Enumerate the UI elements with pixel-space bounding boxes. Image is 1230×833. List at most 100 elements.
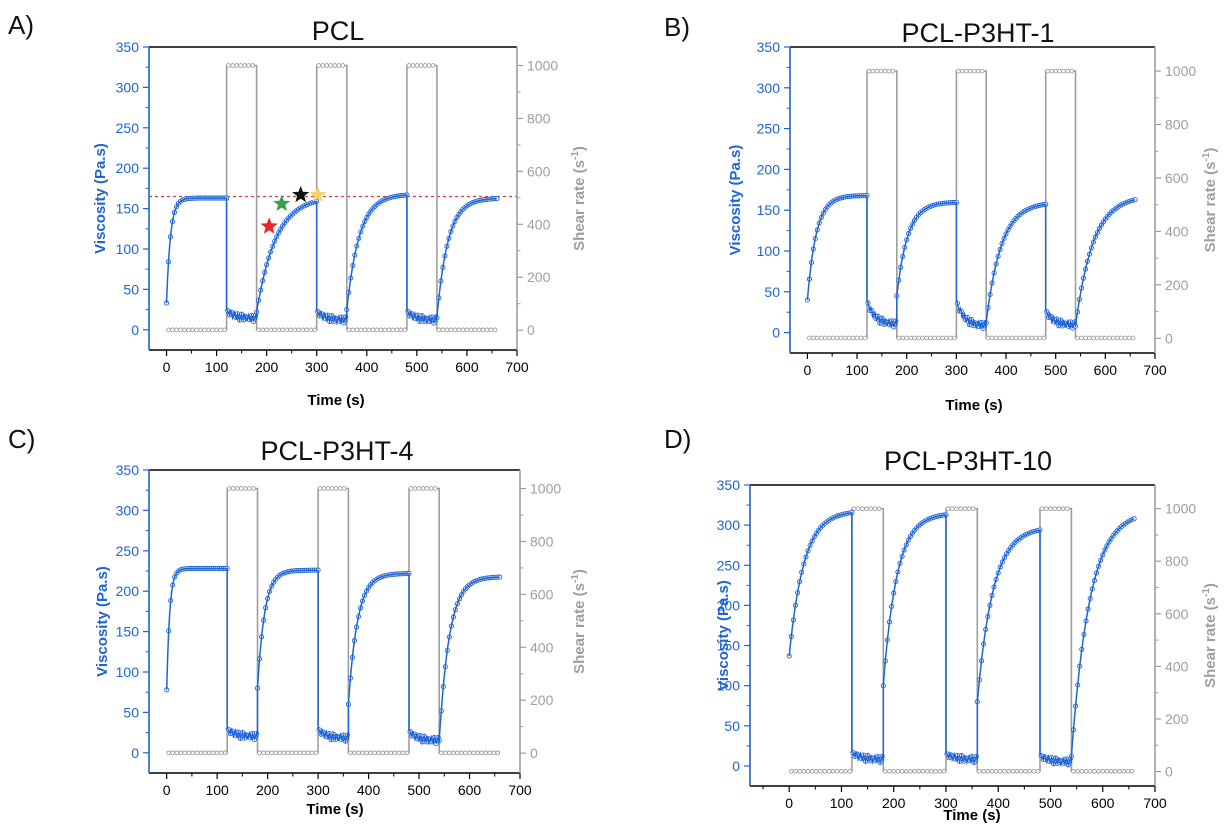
shear-rate-point — [1087, 768, 1093, 774]
shear-rate-point — [366, 327, 372, 333]
shear-rate-point — [320, 63, 326, 68]
shear-rate-point — [872, 506, 878, 512]
viscosity-markers — [163, 192, 500, 326]
shear-rate-point — [1048, 506, 1053, 512]
shear-rate-point — [830, 335, 836, 341]
shear-rate-point — [959, 68, 965, 74]
shear-rate-point — [1023, 768, 1028, 774]
x-tick-label: 200 — [895, 362, 919, 378]
shear-rate-point — [476, 327, 482, 333]
x-tick-label: 0 — [785, 795, 793, 811]
shear-rate-point — [933, 768, 938, 774]
shear-rate-point — [854, 335, 860, 341]
shear-rate-point — [333, 486, 339, 491]
shear-rate-point — [468, 327, 474, 333]
shear-rate-point — [222, 750, 228, 756]
shear-rate-point — [993, 335, 999, 341]
shear-rate-point — [394, 327, 400, 333]
y-tick-label: 250 — [116, 120, 140, 136]
shear-rate-point — [1114, 335, 1120, 341]
shear-rate-point — [190, 750, 196, 756]
y2-axis-label: Shear rate (s-1) — [1201, 583, 1219, 688]
shear-rate-point — [1071, 768, 1076, 774]
y-tick-label: 0 — [732, 758, 740, 774]
shear-rate-point — [1061, 68, 1066, 74]
x-tick-label: 700 — [1143, 795, 1167, 811]
shear-rate-point — [257, 750, 262, 756]
shear-rate-point — [944, 335, 949, 341]
shear-rate-point — [341, 486, 347, 491]
y2-tick-label: 0 — [530, 745, 538, 761]
shear-rate-point — [352, 750, 357, 756]
shear-rate-point — [834, 768, 840, 774]
y2-tick-label: 600 — [1165, 170, 1189, 186]
shear-rate-point — [247, 486, 252, 491]
shear-rate-point — [328, 63, 334, 68]
shear-rate-point — [214, 327, 219, 333]
shear-rate-point — [198, 750, 204, 756]
shear-rate-point — [1096, 768, 1101, 774]
shear-rate-point — [376, 750, 382, 756]
shear-rate-point — [446, 750, 452, 756]
shear-rate-point — [954, 506, 959, 512]
shear-rate-point — [1033, 335, 1039, 341]
shear-rate-point — [1001, 335, 1007, 341]
shear-rate-point — [234, 63, 239, 68]
x-axis-label: Time (s) — [307, 392, 364, 409]
star-green — [273, 194, 291, 211]
chart-pcl-p3ht-1: 0 100 200 300 400 500 600 700 0 50 100 150 200 250 300… — [727, 18, 1219, 414]
shear-rate-point — [412, 486, 418, 491]
shear-rate-point — [264, 327, 270, 333]
shear-rate-point — [372, 750, 377, 756]
chart-pcl-p3ht-4: 0 100 200 300 400 500 600 700 0 50 100 150 200 250 300… — [94, 436, 588, 818]
star-yellow — [309, 185, 327, 203]
chart-pcl-p3ht-10: 0 100 200 300 400 500 600 700 0 50 100 150 200 250 300… — [715, 446, 1219, 824]
shear-rate-point — [289, 750, 295, 756]
shear-rate-point — [378, 327, 384, 333]
shear-rate-point — [1075, 335, 1080, 341]
shear-rate-point — [1018, 768, 1024, 774]
shear-rate-point — [1035, 768, 1041, 774]
shear-rate-point — [920, 335, 925, 341]
shear-rate-point — [370, 327, 376, 333]
shear-rate-point — [260, 327, 266, 333]
shear-rate-point — [455, 750, 460, 756]
shear-rate-point — [406, 63, 412, 68]
shear-rate-point — [182, 327, 187, 333]
x-tick-label: 500 — [1039, 795, 1063, 811]
shear-rate-point — [360, 750, 365, 756]
shear-rate-point — [174, 750, 180, 756]
shear-rate-point — [1057, 68, 1063, 74]
shear-rate-point — [340, 63, 346, 68]
shear-rate-point — [882, 768, 888, 774]
shear-rate-point — [834, 335, 840, 341]
y-tick-label: 150 — [116, 624, 140, 640]
shear-rate-point — [273, 750, 279, 756]
shear-rate-point — [843, 768, 848, 774]
shear-rate-point — [484, 327, 490, 333]
shear-rate-point — [316, 63, 322, 68]
y2-axis-label-main: Shear rate (s — [571, 583, 588, 674]
y-tick-label: 150 — [717, 638, 741, 654]
shear-rate-point — [464, 327, 470, 333]
shear-rate-point — [364, 750, 369, 756]
y2-tick-label: 200 — [1165, 277, 1189, 293]
shear-rate-point — [962, 506, 968, 512]
shear-rate-point — [1102, 335, 1108, 341]
shear-rate-point — [1010, 768, 1016, 774]
shear-rate-point — [1045, 68, 1051, 74]
shear-rate-markers — [166, 486, 501, 756]
shear-rate-point — [332, 63, 338, 68]
x-tick-label: 700 — [505, 359, 529, 375]
shear-rate-point — [1100, 768, 1106, 774]
shear-rate-point — [842, 335, 848, 341]
y2-axis-label-main: Shear rate (s — [1202, 597, 1219, 688]
shear-rate-point — [1122, 335, 1128, 341]
shear-rate-point — [807, 335, 812, 341]
shear-rate-point — [1009, 335, 1015, 341]
shear-rate-point — [329, 486, 335, 491]
shear-rate-point — [438, 750, 444, 756]
shear-rate-point — [955, 68, 961, 74]
y2-tick-label: 1000 — [527, 58, 558, 74]
